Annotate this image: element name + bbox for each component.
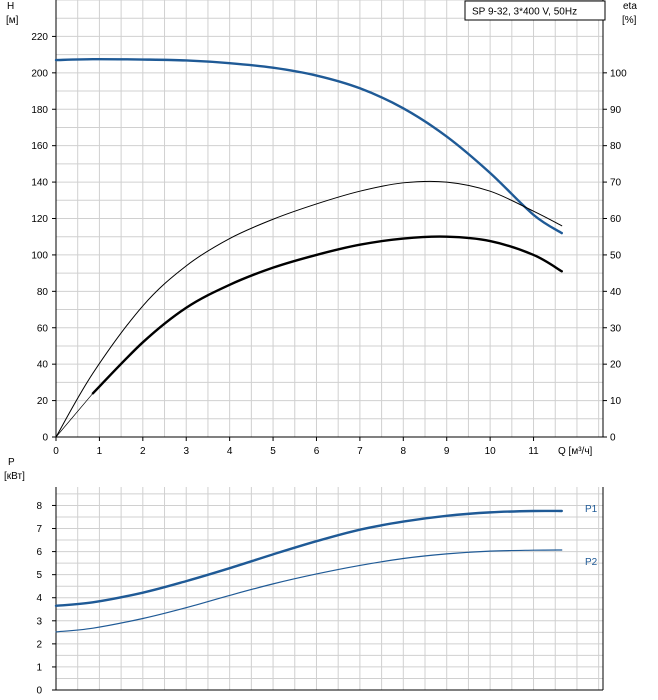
- y2-tick-label: 0: [610, 433, 616, 444]
- y2-tick-label: 90: [610, 105, 622, 116]
- lower-series-line-2: [55, 549, 563, 633]
- y2-tick-label: 40: [610, 287, 622, 298]
- x-axis-label-q: Q [м³/ч]: [558, 446, 593, 457]
- upper-series: [54, 57, 563, 438]
- upper-grid: [56, 0, 603, 437]
- y-tick-label: 120: [31, 214, 48, 225]
- x-tick-label: 9: [444, 446, 450, 457]
- chart-title: SP 9-32, 3*400 V, 50Hz: [472, 7, 577, 18]
- y-tick-label: 200: [31, 68, 48, 79]
- x-tick-label: 7: [357, 446, 363, 457]
- p-tick-label: 2: [36, 639, 42, 650]
- y-tick-label: 180: [31, 105, 48, 116]
- x-tick-label: 5: [270, 446, 276, 457]
- y2-tick-label: 50: [610, 250, 622, 261]
- p-tick-label: 5: [36, 570, 42, 581]
- y2-axis-label-eta: eta: [623, 1, 637, 12]
- y-tick-label: 40: [37, 360, 49, 371]
- x-tick-label: 4: [227, 446, 233, 457]
- upper-axes: [52, 0, 607, 441]
- upper-series-line-0: [54, 57, 563, 235]
- lower-series-line-1: [55, 601, 94, 607]
- lower-grid: [56, 487, 603, 690]
- x-tick-label: 6: [314, 446, 320, 457]
- upper-tick-labels: 0204060801001201401601802002200102030405…: [31, 32, 627, 457]
- legend-p1: P1: [585, 504, 598, 515]
- y2-tick-label: 30: [610, 323, 622, 334]
- p-tick-label: 3: [36, 616, 42, 627]
- p-tick-label: 7: [36, 524, 42, 535]
- upper-series-line-2: [55, 180, 563, 438]
- x-tick-label: 2: [140, 446, 146, 457]
- p-tick-label: 8: [36, 501, 42, 512]
- y-tick-label: 80: [37, 287, 49, 298]
- y-tick-label: 0: [42, 433, 48, 444]
- y2-tick-label: 70: [610, 178, 622, 189]
- upper-series-line-3: [91, 235, 563, 395]
- lower-series: [54, 509, 563, 633]
- p-tick-label: 1: [36, 662, 42, 673]
- y2-tick-label: 60: [610, 214, 622, 225]
- y-axis-label-h: H: [7, 1, 14, 12]
- y-tick-label: 140: [31, 178, 48, 189]
- upper-series-line-1: [55, 58, 94, 61]
- upper-series-line-4: [55, 392, 94, 438]
- lower-axes: [52, 487, 604, 691]
- x-tick-label: 8: [401, 446, 407, 457]
- x-tick-label: 11: [528, 446, 539, 457]
- y2-tick-label: 100: [610, 68, 627, 79]
- x-tick-label: 0: [53, 446, 59, 457]
- lower-tick-labels: 0 1 2 3 4 5 6 7 8: [36, 501, 42, 697]
- lower-series-line-0: [54, 509, 563, 607]
- y-axis-unit-p: [кВт]: [4, 471, 25, 482]
- y-tick-label: 60: [37, 323, 49, 334]
- y-tick-label: 220: [31, 32, 48, 43]
- title-box: [464, 0, 606, 21]
- y-tick-label: 160: [31, 141, 48, 152]
- legend-p2: P2: [585, 557, 598, 568]
- x-tick-label: 10: [485, 446, 497, 457]
- y-axis-label-p: P: [8, 457, 15, 468]
- y-axis-unit-h: [м]: [6, 15, 19, 26]
- y2-tick-label: 80: [610, 141, 622, 152]
- y2-axis-unit-eta: [%]: [622, 15, 637, 26]
- x-tick-label: 3: [183, 446, 189, 457]
- p-tick-label: 0: [36, 686, 42, 697]
- y-tick-label: 20: [37, 396, 49, 407]
- x-tick-label: 1: [97, 446, 103, 457]
- y2-tick-label: 20: [610, 360, 622, 371]
- p-tick-label: 6: [36, 547, 42, 558]
- y-tick-label: 100: [31, 250, 48, 261]
- y2-tick-label: 10: [610, 396, 622, 407]
- p-tick-label: 4: [36, 593, 42, 604]
